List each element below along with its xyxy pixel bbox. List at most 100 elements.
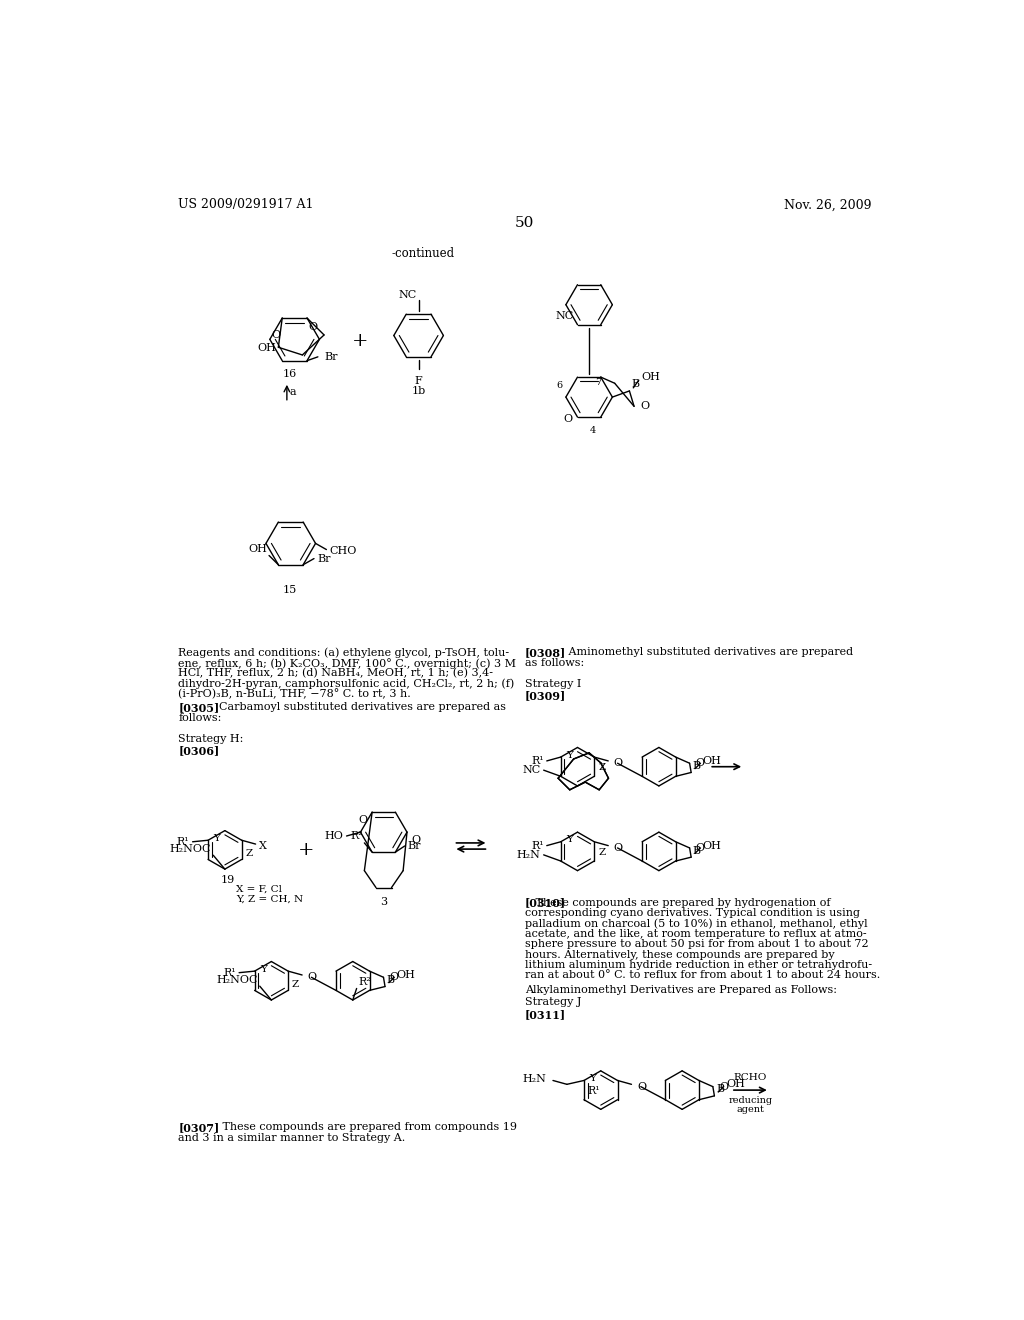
Text: O: O [358, 814, 368, 825]
Text: Y: Y [213, 834, 220, 842]
Text: Z: Z [598, 763, 605, 772]
Text: These compounds are prepared by hydrogenation of: These compounds are prepared by hydrogen… [524, 898, 830, 908]
Text: Y: Y [566, 836, 572, 845]
Text: Nov. 26, 2009: Nov. 26, 2009 [783, 198, 871, 211]
Text: lithium aluminum hydride reduction in ether or tetrahydrofu-: lithium aluminum hydride reduction in et… [524, 960, 871, 970]
Text: Y: Y [589, 1074, 596, 1082]
Text: corresponding cyano derivatives. Typical condition is using: corresponding cyano derivatives. Typical… [524, 908, 860, 917]
Text: and 3 in a similar manner to Strategy A.: and 3 in a similar manner to Strategy A. [178, 1133, 406, 1143]
Text: O: O [613, 758, 623, 768]
Text: R¹: R¹ [531, 756, 544, 766]
Text: R²: R² [358, 977, 371, 987]
Text: US 2009/0291917 A1: US 2009/0291917 A1 [178, 198, 314, 211]
Text: HCl, THF, reflux, 2 h; (d) NaBH₄, MeOH, rt, 1 h; (e) 3,4-: HCl, THF, reflux, 2 h; (d) NaBH₄, MeOH, … [178, 668, 494, 678]
Text: H₂N: H₂N [523, 1074, 547, 1084]
Text: ran at about 0° C. to reflux for from about 1 to about 24 hours.: ran at about 0° C. to reflux for from ab… [524, 970, 880, 981]
Text: [0308]: [0308] [524, 647, 566, 659]
Text: 16: 16 [283, 368, 297, 379]
Text: 50: 50 [515, 216, 535, 230]
Text: sphere pressure to about 50 psi for from about 1 to about 72: sphere pressure to about 50 psi for from… [524, 940, 868, 949]
Text: dihydro-2H-pyran, camphorsulfonic acid, CH₂Cl₂, rt, 2 h; (f): dihydro-2H-pyran, camphorsulfonic acid, … [178, 678, 515, 689]
Text: 15: 15 [283, 585, 297, 595]
Text: O: O [412, 834, 421, 845]
Text: [0309]: [0309] [524, 690, 566, 701]
Text: acetate, and the like, at room temperature to reflux at atmo-: acetate, and the like, at room temperatu… [524, 929, 866, 939]
Text: NC: NC [555, 310, 573, 321]
Text: O: O [637, 1081, 646, 1092]
Text: B: B [692, 760, 700, 771]
Text: R²: R² [350, 832, 362, 841]
Text: as follows:: as follows: [524, 657, 584, 668]
Text: Y, Z = CH, N: Y, Z = CH, N [237, 895, 304, 903]
Text: R¹: R¹ [177, 837, 189, 846]
Text: O: O [563, 413, 572, 424]
Text: OH: OH [702, 841, 722, 850]
Text: X: X [259, 841, 266, 851]
Text: -continued: -continued [391, 247, 455, 260]
Text: +: + [298, 841, 314, 859]
Text: Br: Br [317, 553, 331, 564]
Text: Z: Z [598, 849, 605, 857]
Text: OH: OH [726, 1080, 744, 1089]
Text: O: O [390, 973, 398, 982]
Text: Strategy H:: Strategy H: [178, 734, 244, 743]
Text: R¹: R¹ [223, 968, 236, 978]
Text: Y: Y [566, 751, 572, 759]
Text: ene, reflux, 6 h; (b) K₂CO₃, DMF, 100° C., overnight; (c) 3 M: ene, reflux, 6 h; (b) K₂CO₃, DMF, 100° C… [178, 657, 516, 669]
Text: Z: Z [246, 849, 253, 858]
Text: OH: OH [257, 343, 276, 352]
Text: O: O [613, 843, 623, 853]
Text: Z: Z [292, 979, 299, 989]
Text: hours. Alternatively, these compounds are prepared by: hours. Alternatively, these compounds ar… [524, 949, 835, 960]
Text: OH: OH [641, 372, 659, 381]
Text: [0307]: [0307] [178, 1122, 219, 1134]
Text: Strategy J: Strategy J [524, 998, 582, 1007]
Text: 4: 4 [590, 426, 596, 436]
Text: RCHO: RCHO [733, 1073, 767, 1082]
Text: 19: 19 [221, 875, 236, 886]
Text: Reagents and conditions: (a) ethylene glycol, p-TsOH, tolu-: Reagents and conditions: (a) ethylene gl… [178, 647, 510, 657]
Text: 7: 7 [595, 378, 601, 387]
Text: B: B [716, 1084, 724, 1094]
Text: O: O [695, 843, 705, 853]
Text: 6: 6 [557, 381, 563, 389]
Text: NC: NC [522, 766, 541, 775]
Text: palladium on charcoal (5 to 10%) in ethanol, methanol, ethyl: palladium on charcoal (5 to 10%) in etha… [524, 919, 867, 929]
Text: [0306]: [0306] [178, 746, 219, 756]
Text: O: O [308, 322, 317, 333]
Text: OH: OH [396, 970, 416, 979]
Text: NC: NC [398, 290, 417, 300]
Text: Carbamoyl substituted derivatives are prepared as: Carbamoyl substituted derivatives are pr… [212, 702, 506, 713]
Text: O: O [719, 1081, 728, 1092]
Text: B: B [631, 379, 639, 389]
Text: Br: Br [408, 841, 421, 851]
Text: H₂NOC: H₂NOC [216, 974, 257, 985]
Text: [0305]: [0305] [178, 702, 219, 713]
Text: OH: OH [702, 756, 722, 766]
Text: HO: HO [325, 832, 343, 841]
Text: follows:: follows: [178, 713, 222, 723]
Text: O: O [307, 973, 316, 982]
Text: 3: 3 [380, 896, 387, 907]
Text: F: F [415, 376, 423, 385]
Text: CHO: CHO [330, 546, 357, 556]
Text: (i-PrO)₃B, n-BuLi, THF, −78° C. to rt, 3 h.: (i-PrO)₃B, n-BuLi, THF, −78° C. to rt, 3… [178, 689, 411, 700]
Text: [0311]: [0311] [524, 1010, 566, 1020]
Text: H₂N: H₂N [517, 850, 541, 859]
Text: Y: Y [260, 965, 266, 974]
Text: H₂NOC: H₂NOC [169, 843, 211, 854]
Text: Aminomethyl substituted derivatives are prepared: Aminomethyl substituted derivatives are … [558, 647, 853, 657]
Text: reducing: reducing [728, 1096, 772, 1105]
Text: OH: OH [249, 544, 267, 554]
Text: O: O [271, 330, 281, 341]
Text: Br: Br [324, 352, 338, 362]
Text: X = F, Cl: X = F, Cl [237, 884, 283, 894]
Text: [0310]: [0310] [524, 898, 566, 908]
Text: B: B [387, 975, 394, 985]
Text: B: B [692, 846, 700, 855]
Text: O: O [695, 758, 705, 768]
Text: R¹: R¹ [588, 1086, 600, 1096]
Text: Alkylaminomethyl Derivatives are Prepared as Follows:: Alkylaminomethyl Derivatives are Prepare… [524, 985, 837, 994]
Text: O: O [640, 401, 649, 412]
Text: Strategy I: Strategy I [524, 678, 582, 689]
